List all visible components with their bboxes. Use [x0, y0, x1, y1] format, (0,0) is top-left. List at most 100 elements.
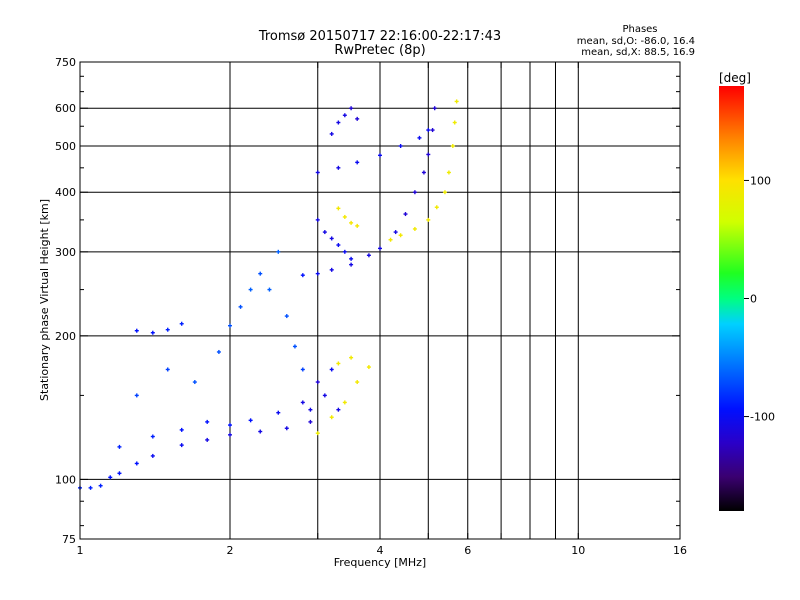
- x-tick-label: 1: [77, 544, 84, 557]
- data-point: [315, 271, 320, 276]
- colorbar-tick-label: 0: [750, 293, 757, 306]
- data-point: [179, 427, 184, 432]
- x-tick-labels: 1 2 4 6 10 16: [77, 544, 688, 557]
- data-point: [412, 226, 417, 231]
- data-point: [329, 367, 334, 372]
- grid-lines: [80, 62, 680, 539]
- data-point: [434, 205, 439, 210]
- y-tick-label: 100: [55, 473, 76, 486]
- data-point: [426, 128, 431, 133]
- data-point: [366, 253, 371, 258]
- data-point: [134, 461, 139, 466]
- data-point: [179, 321, 184, 326]
- data-point: [355, 223, 360, 228]
- data-point: [349, 106, 354, 111]
- data-point: [336, 120, 341, 125]
- data-point: [355, 116, 360, 121]
- data-point: [228, 323, 232, 328]
- y-tick-label: 75: [62, 533, 76, 546]
- data-point: [228, 432, 232, 437]
- data-point: [117, 471, 122, 476]
- data-point: [442, 190, 447, 195]
- data-point: [150, 434, 155, 439]
- data-point: [426, 152, 431, 157]
- data-point: [117, 444, 122, 449]
- data-point: [336, 361, 341, 366]
- data-point: [454, 99, 459, 104]
- y-axis-label: Stationary phase Virtual Height [km]: [38, 199, 51, 401]
- colorbar-unit: [deg]: [719, 71, 751, 85]
- data-point: [284, 426, 289, 431]
- data-points: [78, 99, 459, 490]
- x-axis-label: Frequency [MHz]: [334, 556, 426, 569]
- data-point: [432, 106, 437, 111]
- data-point: [342, 249, 347, 254]
- data-point: [308, 419, 313, 424]
- data-point: [108, 475, 113, 480]
- data-point: [150, 453, 155, 458]
- data-point: [165, 367, 170, 372]
- data-point: [300, 400, 305, 405]
- data-point: [205, 419, 210, 424]
- y-tick-label: 600: [55, 102, 76, 115]
- data-point: [300, 273, 305, 278]
- data-point: [134, 393, 139, 398]
- data-point: [355, 160, 360, 165]
- y-tick-label: 750: [55, 56, 76, 69]
- data-point: [276, 410, 281, 415]
- data-point: [165, 327, 170, 332]
- data-point: [378, 246, 382, 251]
- data-point: [342, 400, 347, 405]
- data-point: [238, 304, 243, 309]
- data-point: [450, 143, 455, 148]
- data-point: [300, 367, 305, 372]
- x-tick-label: 10: [571, 544, 585, 557]
- data-point: [150, 330, 155, 335]
- data-point: [349, 262, 354, 267]
- y-tick-label: 400: [55, 186, 76, 199]
- data-point: [398, 143, 403, 148]
- x-tick-label: 4: [377, 544, 384, 557]
- data-point: [378, 153, 382, 158]
- data-point: [322, 230, 327, 235]
- data-point: [355, 380, 360, 385]
- chart-title: Tromsø 20150717 22:16:00-22:17:43: [258, 29, 501, 44]
- data-point: [292, 344, 297, 349]
- data-point: [276, 249, 281, 254]
- data-point: [336, 165, 341, 170]
- phases-heading: Phases: [622, 24, 657, 35]
- data-point: [329, 236, 334, 241]
- data-point: [393, 230, 398, 235]
- data-point: [98, 483, 103, 488]
- y-tick-labels: 75 100 200 300 400 500 600 750: [55, 56, 76, 546]
- data-point: [403, 212, 408, 217]
- colorbar-tick-label: 100: [750, 174, 771, 187]
- data-point: [430, 128, 435, 133]
- data-point: [329, 415, 334, 420]
- phases-o-stats: mean, sd,O: -86.0, 16.4: [577, 36, 695, 47]
- data-point: [388, 237, 393, 242]
- data-point: [315, 217, 320, 222]
- data-point: [446, 170, 451, 175]
- data-point: [315, 431, 320, 436]
- data-point: [228, 423, 232, 428]
- data-point: [366, 365, 371, 370]
- data-point: [258, 271, 263, 276]
- chart-subtitle: RwPretec (8p): [334, 43, 425, 58]
- data-point: [342, 214, 347, 219]
- colorbar: [719, 86, 744, 511]
- data-point: [88, 485, 93, 490]
- y-tick-label: 300: [55, 246, 76, 259]
- data-point: [267, 287, 272, 292]
- data-point: [452, 120, 457, 125]
- phases-x-stats: mean, sd,X: 88.5, 16.9: [581, 47, 695, 58]
- data-point: [336, 243, 341, 248]
- data-point: [342, 113, 347, 118]
- data-point: [258, 429, 263, 434]
- data-point: [349, 355, 354, 360]
- y-tick-label: 500: [55, 140, 76, 153]
- colorbar-ticks: 100 0 -100: [744, 174, 775, 424]
- plot-area: 1 2 4 6 10 16 75 100 200 300 400 500 600 750: [55, 56, 687, 557]
- data-point: [336, 407, 341, 412]
